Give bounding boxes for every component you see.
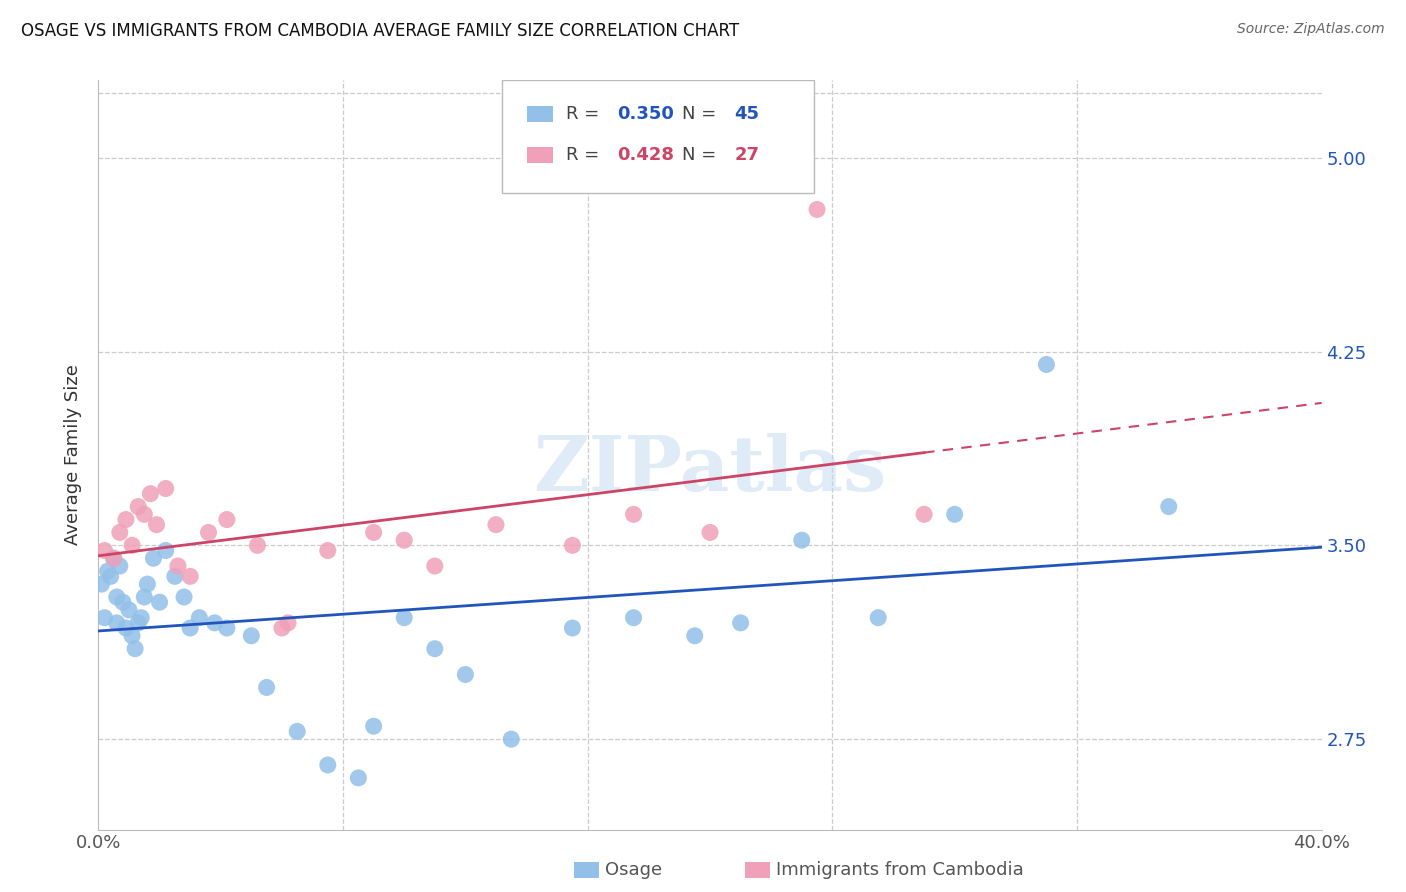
Point	[118, 603, 141, 617]
Text: 45: 45	[734, 105, 759, 123]
Point	[270, 621, 292, 635]
Point	[392, 610, 416, 624]
Point	[121, 538, 143, 552]
Point	[145, 517, 167, 532]
Point	[485, 517, 508, 532]
Point	[115, 512, 138, 526]
Point	[197, 525, 219, 540]
Text: 0.428: 0.428	[617, 146, 673, 164]
Point	[215, 621, 238, 635]
Text: N =: N =	[682, 146, 721, 164]
Text: R =: R =	[565, 146, 605, 164]
Point	[943, 508, 966, 522]
Point	[256, 681, 278, 695]
Point	[912, 508, 935, 522]
FancyBboxPatch shape	[527, 106, 554, 122]
Point	[105, 615, 128, 630]
Point	[240, 629, 263, 643]
Point	[127, 500, 149, 514]
Point	[129, 610, 152, 624]
Text: R =: R =	[565, 105, 605, 123]
Point	[623, 508, 645, 522]
Point	[93, 543, 115, 558]
Point	[204, 615, 226, 630]
Point	[501, 732, 523, 747]
Point	[155, 482, 177, 496]
Point	[316, 758, 339, 772]
Point	[806, 202, 828, 217]
Point	[454, 667, 477, 681]
Point	[423, 641, 446, 656]
Text: ZIPatlas: ZIPatlas	[533, 433, 887, 507]
Point	[167, 559, 190, 574]
Point	[127, 615, 149, 630]
Point	[108, 559, 131, 574]
Point	[149, 595, 172, 609]
Point	[623, 610, 645, 624]
Point	[683, 629, 706, 643]
Point	[277, 615, 299, 630]
Point	[423, 559, 446, 574]
Point	[163, 569, 186, 583]
FancyBboxPatch shape	[502, 80, 814, 193]
Point	[363, 719, 385, 733]
Point	[347, 771, 370, 785]
Point	[103, 551, 125, 566]
Point	[142, 551, 165, 566]
Point	[699, 525, 721, 540]
Point	[285, 724, 308, 739]
Point	[134, 508, 156, 522]
Text: Source: ZipAtlas.com: Source: ZipAtlas.com	[1237, 22, 1385, 37]
Point	[134, 590, 156, 604]
Text: Immigrants from Cambodia: Immigrants from Cambodia	[776, 861, 1024, 879]
Point	[730, 615, 752, 630]
Point	[155, 543, 177, 558]
Point	[97, 564, 120, 578]
Point	[103, 551, 125, 566]
FancyBboxPatch shape	[527, 147, 554, 163]
Point	[124, 641, 146, 656]
Point	[108, 525, 131, 540]
Point	[1035, 358, 1057, 372]
Y-axis label: Average Family Size: Average Family Size	[65, 365, 83, 545]
Point	[316, 543, 339, 558]
Point	[115, 621, 138, 635]
Point	[121, 629, 143, 643]
Point	[139, 486, 162, 500]
Text: OSAGE VS IMMIGRANTS FROM CAMBODIA AVERAGE FAMILY SIZE CORRELATION CHART: OSAGE VS IMMIGRANTS FROM CAMBODIA AVERAG…	[21, 22, 740, 40]
Point	[392, 533, 416, 548]
Point	[868, 610, 890, 624]
Point	[90, 577, 112, 591]
Text: Osage: Osage	[605, 861, 662, 879]
Point	[188, 610, 211, 624]
Point	[561, 538, 583, 552]
Point	[136, 577, 159, 591]
FancyBboxPatch shape	[745, 862, 770, 878]
Point	[179, 621, 201, 635]
Point	[363, 525, 385, 540]
Point	[790, 533, 813, 548]
Point	[111, 595, 134, 609]
Text: N =: N =	[682, 105, 721, 123]
Text: 27: 27	[734, 146, 759, 164]
Point	[561, 621, 583, 635]
Point	[1157, 500, 1180, 514]
Point	[215, 512, 238, 526]
Point	[173, 590, 195, 604]
Text: 0.350: 0.350	[617, 105, 673, 123]
FancyBboxPatch shape	[574, 862, 599, 878]
Point	[100, 569, 122, 583]
Point	[93, 610, 115, 624]
Point	[246, 538, 269, 552]
Point	[179, 569, 201, 583]
Point	[105, 590, 128, 604]
